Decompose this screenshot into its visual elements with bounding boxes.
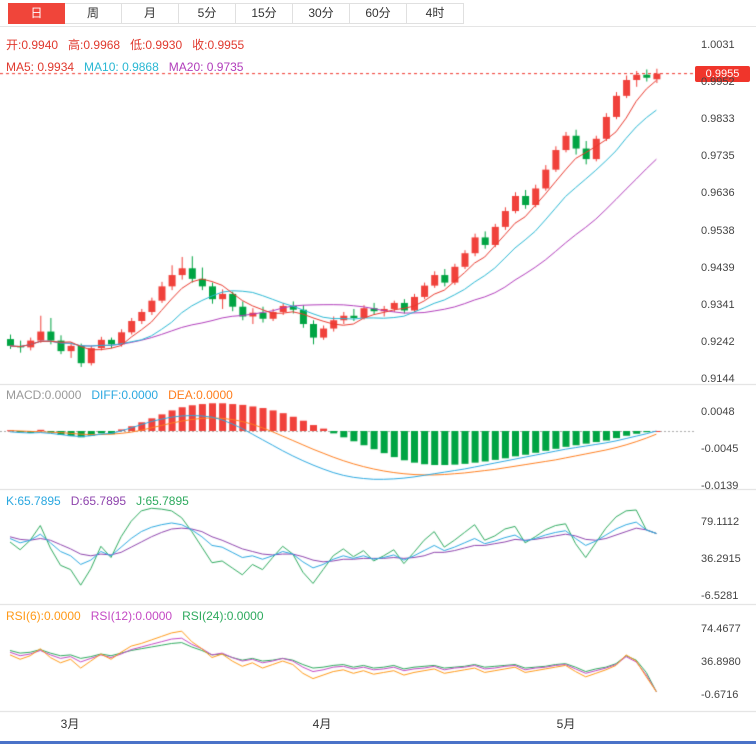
y-axis-label-macd: 0.0048 — [701, 406, 735, 418]
kdj-row: K:65.7895 D:65.7895 J:65.7895 — [6, 494, 189, 508]
dea-value: DEA:0.0000 — [168, 388, 233, 402]
y-axis-label-main: 0.9341 — [701, 298, 735, 311]
y-axis-label-macd: -0.0139 — [701, 480, 739, 492]
rsi12-value: RSI(12):0.0000 — [90, 609, 173, 623]
tab-month[interactable]: 月 — [122, 2, 179, 24]
bottom-scrollbar[interactable] — [0, 741, 756, 744]
y-axis-label-main: 1.0031 — [701, 39, 735, 51]
period-toolbar: 日 周 月 5分 15分 30分 60分 4时 — [0, 0, 756, 27]
y-axis-label-main: 0.9538 — [701, 224, 735, 237]
y-axis-label-main: 0.9144 — [701, 372, 735, 385]
rsi24-value: RSI(24):0.0000 — [182, 609, 264, 623]
tab-4hour[interactable]: 4时 — [407, 2, 464, 24]
y-axis-label-kdj: -6.5281 — [701, 590, 739, 602]
rsi6-value: RSI(6):0.0000 — [6, 609, 81, 623]
candlestick-chart[interactable] — [0, 27, 756, 744]
tab-day[interactable]: 日 — [8, 2, 65, 24]
open-value: 开:0.9940 — [6, 38, 59, 52]
y-axis-label-macd: -0.0045 — [701, 443, 739, 455]
ma5-value: MA5: 0.9934 — [6, 60, 75, 74]
x-axis-label-month: 3月 — [60, 717, 80, 731]
tab-60min[interactable]: 60分 — [350, 2, 407, 24]
j-value: J:65.7895 — [136, 494, 189, 508]
diff-value: DIFF:0.0000 — [91, 388, 159, 402]
ohlc-row: 开:0.9940 高:0.9968 低:0.9930 收:0.9955 — [6, 36, 244, 53]
k-value: K:65.7895 — [6, 494, 61, 508]
tab-5min[interactable]: 5分 — [179, 2, 236, 24]
y-axis-label-main: 0.9735 — [701, 150, 735, 163]
y-axis-label-rsi: 36.8980 — [701, 656, 741, 668]
tab-30min[interactable]: 30分 — [293, 2, 350, 24]
d-value: D:65.7895 — [70, 494, 127, 508]
y-axis-label-main: 0.9439 — [701, 261, 735, 274]
y-axis-label-rsi: 74.4677 — [701, 623, 741, 635]
macd-value: MACD:0.0000 — [6, 388, 82, 402]
y-axis-label-kdj: 79.1112 — [701, 516, 740, 528]
ma-row: MA5: 0.9934 MA10: 0.9868 MA20: 0.9735 — [6, 60, 243, 74]
close-value: 收:0.9955 — [192, 38, 245, 52]
chart-area: 开:0.9940 高:0.9968 低:0.9930 收:0.9955 MA5:… — [0, 27, 756, 744]
x-axis-label-month: 5月 — [556, 717, 576, 731]
y-axis-label-main: 0.9833 — [701, 113, 735, 126]
current-price-badge: 0.9955 — [695, 66, 750, 82]
high-value: 高:0.9968 — [68, 38, 121, 52]
x-axis-label-month: 4月 — [312, 717, 332, 731]
y-axis-label-kdj: 36.2915 — [701, 553, 741, 565]
tab-15min[interactable]: 15分 — [236, 2, 293, 24]
ma20-value: MA20: 0.9735 — [168, 60, 244, 74]
ma10-value: MA10: 0.9868 — [84, 60, 159, 74]
y-axis-label-main: 0.9952 — [701, 76, 735, 89]
y-axis-label-rsi: -0.6716 — [701, 689, 739, 701]
low-value: 低:0.9930 — [130, 38, 183, 52]
y-axis-label-main: 0.9636 — [701, 187, 735, 200]
y-axis-label-main: 0.9242 — [701, 335, 735, 348]
macd-row: MACD:0.0000 DIFF:0.0000 DEA:0.0000 — [6, 388, 233, 402]
tab-week[interactable]: 周 — [65, 2, 122, 24]
rsi-row: RSI(6):0.0000 RSI(12):0.0000 RSI(24):0.0… — [6, 609, 264, 623]
